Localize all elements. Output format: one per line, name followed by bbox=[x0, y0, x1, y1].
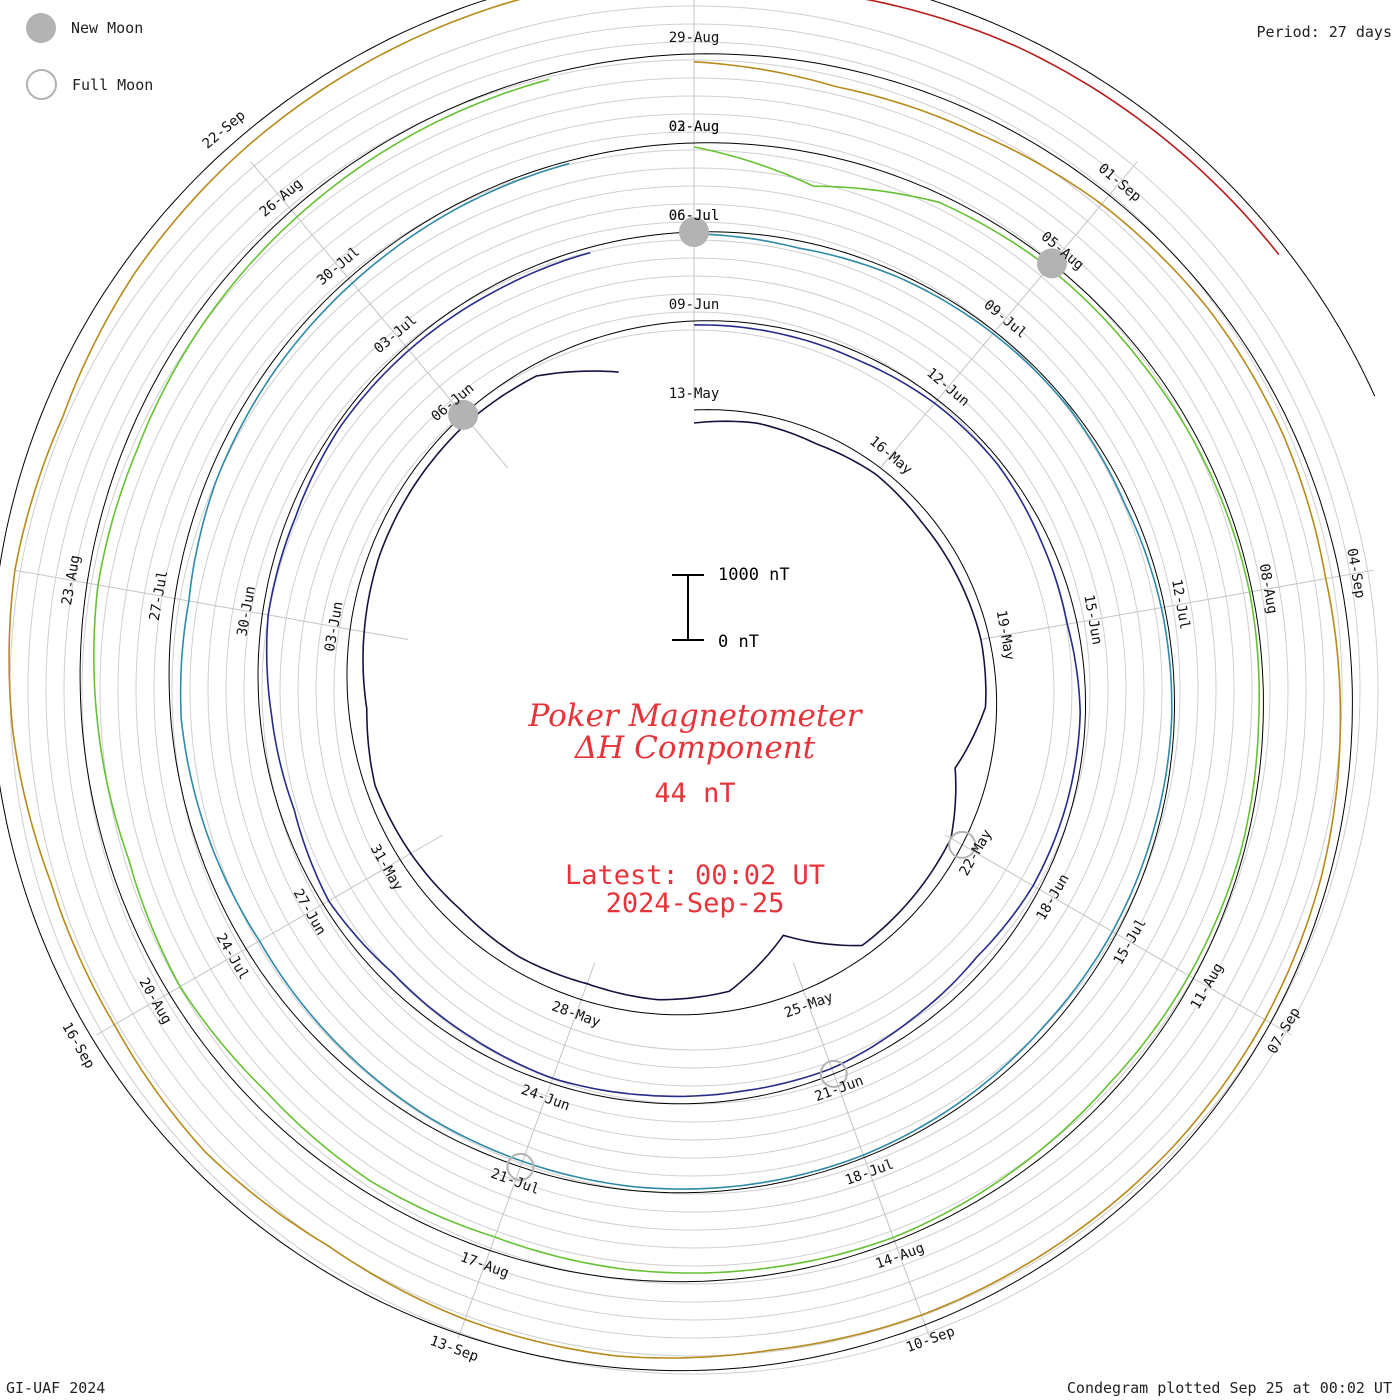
date-label: 06-Jul bbox=[669, 208, 720, 224]
series-line bbox=[92, 78, 1260, 1274]
period-label: Period: 27 days bbox=[1256, 23, 1392, 41]
full-moon-icon bbox=[26, 69, 57, 100]
date-label: 06-Jul bbox=[669, 208, 720, 224]
new-moon-marker bbox=[1036, 248, 1067, 279]
current-value: 44 nT bbox=[654, 778, 736, 809]
new-moon-marker bbox=[679, 217, 709, 247]
date-label: 09-Jun bbox=[669, 297, 720, 313]
date-label: 29-Aug bbox=[669, 30, 720, 46]
date-label: 03-Aug bbox=[669, 119, 720, 135]
date-label: 10-Sep bbox=[904, 1324, 957, 1356]
footer-plotted: Condegram plotted Sep 25 at 00:02 UT bbox=[1066, 1379, 1392, 1397]
date-label: 27-Jul bbox=[147, 569, 172, 622]
chart-title-line2: ΔH Component bbox=[574, 730, 816, 766]
full-moon-marker bbox=[506, 1152, 535, 1181]
chart-title-line1: Poker Magnetometer bbox=[528, 698, 862, 734]
ring-baseline bbox=[346, 320, 998, 1016]
grid-circle bbox=[315, 311, 1073, 1069]
date-label: 12-Jun bbox=[923, 365, 972, 410]
date-label: 13-Sep bbox=[428, 1333, 481, 1365]
grid-spoke bbox=[979, 569, 1374, 641]
grid-spoke bbox=[880, 161, 1138, 469]
spiral-baselines bbox=[0, 0, 1376, 1372]
full-moon-marker bbox=[948, 830, 977, 859]
date-label: 16-May bbox=[866, 433, 915, 478]
date-label: 01-Sep bbox=[1095, 161, 1144, 206]
date-label: 07-Sep bbox=[1265, 1005, 1304, 1057]
moon-markers bbox=[448, 217, 1067, 1181]
grid-spoke bbox=[96, 834, 444, 1036]
legend-full-moon-label: Full Moon bbox=[72, 75, 154, 94]
series-line bbox=[179, 162, 1173, 1190]
legend-new-moon: New Moon bbox=[26, 13, 143, 43]
date-label: 19-May bbox=[993, 609, 1018, 662]
date-label: 14-Aug bbox=[874, 1240, 927, 1272]
date-label: 13-May bbox=[669, 386, 720, 402]
date-label: 12-Jul bbox=[1168, 578, 1193, 631]
date-label: 30-Jun bbox=[234, 585, 259, 638]
series-line bbox=[865, 0, 1280, 256]
grid-spoke bbox=[457, 962, 596, 1339]
date-label: 18-Jul bbox=[843, 1156, 896, 1188]
ring-baseline bbox=[168, 142, 1176, 1194]
date-label: 09-Jul bbox=[980, 297, 1029, 342]
date-label: 25-May bbox=[782, 989, 835, 1021]
date-label: 20-Aug bbox=[135, 975, 174, 1027]
new-moon-icon bbox=[26, 13, 56, 43]
date-label: 08-Aug bbox=[1256, 563, 1281, 616]
grid-spoke bbox=[792, 962, 931, 1339]
legend-full-moon: Full Moon bbox=[26, 69, 153, 100]
ring-baseline bbox=[929, 0, 1376, 397]
scale-bar-high-label: 1000 nT bbox=[718, 565, 790, 585]
new-moon-marker bbox=[448, 399, 479, 430]
scale-bar: 1000 nT 0 nT bbox=[672, 565, 790, 652]
series-line bbox=[265, 251, 1082, 1098]
ring-baseline bbox=[79, 53, 1264, 1283]
latest-date: 2024-Sep-25 bbox=[605, 888, 785, 919]
date-label: 22-Sep bbox=[200, 108, 249, 153]
grid-circle bbox=[333, 329, 1055, 1051]
latest-time: Latest: 00:02 UT bbox=[564, 860, 826, 891]
date-label: 02-Aug bbox=[669, 119, 720, 135]
footer-credit: GI-UAF 2024 bbox=[6, 1379, 106, 1397]
date-label: 16-Sep bbox=[58, 1020, 97, 1072]
ring-baseline bbox=[0, 0, 1353, 1372]
legend-new-moon-label: New Moon bbox=[71, 19, 144, 37]
grid-spoke bbox=[944, 834, 1292, 1036]
grid-spoke bbox=[14, 569, 409, 641]
date-label: 03-Jun bbox=[322, 600, 347, 653]
grid-circle bbox=[297, 293, 1091, 1087]
full-moon-marker bbox=[819, 1059, 848, 1088]
series-line bbox=[8, 0, 1342, 1359]
data-series bbox=[8, 0, 1342, 1359]
date-label: 23-Aug bbox=[59, 554, 84, 607]
scale-bar-low-label: 0 nT bbox=[718, 632, 759, 652]
date-label: 03-Jul bbox=[371, 312, 420, 357]
series-line bbox=[362, 370, 987, 1001]
ring-baseline bbox=[257, 231, 1086, 1105]
